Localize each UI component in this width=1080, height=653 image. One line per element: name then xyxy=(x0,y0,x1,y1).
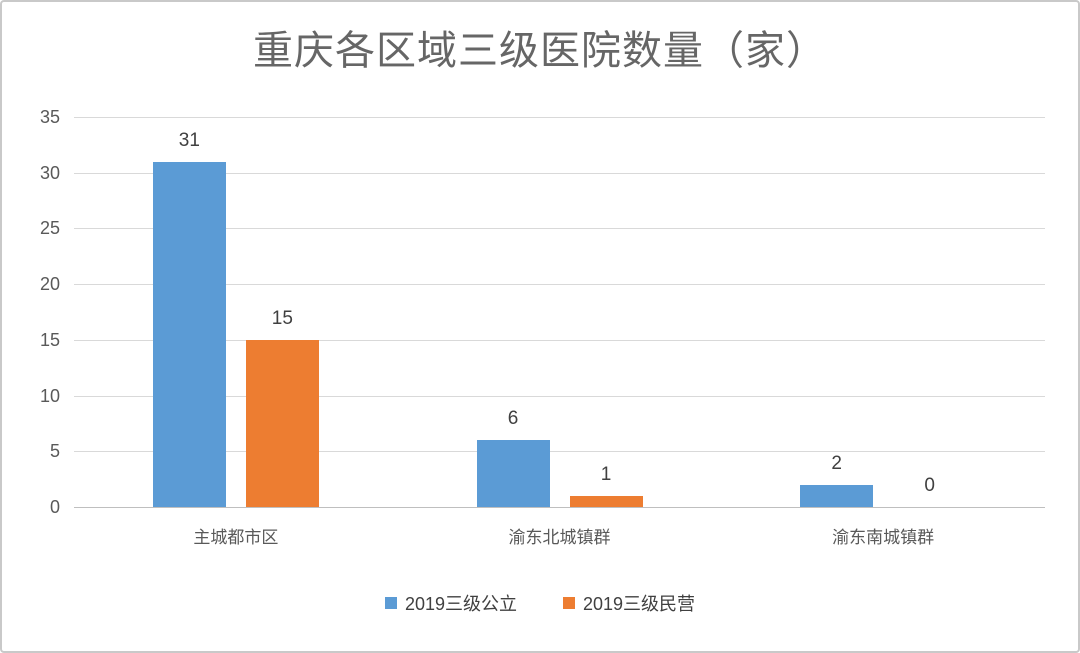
y-axis-tick-label: 0 xyxy=(49,497,60,517)
y-axis-tick-label: 10 xyxy=(39,385,60,406)
y-axis-tick-label: 35 xyxy=(39,107,60,127)
legend: 2019三级公立 2019三级民营 xyxy=(2,590,1078,616)
legend-item-series1: 2019三级公立 xyxy=(384,590,517,616)
bar-value-label: 6 xyxy=(507,408,519,430)
x-axis-category-label: 渝东北城镇群 xyxy=(508,528,611,547)
x-axis: 主城都市区 渝东北城镇群 渝东南城镇群 xyxy=(74,524,1045,554)
bar-series1-cat2 xyxy=(476,440,550,507)
bar-value-label: 0 xyxy=(924,475,935,496)
y-axis-tick-label: 30 xyxy=(39,162,60,183)
bar-series2-cat2 xyxy=(569,495,643,507)
gridline xyxy=(74,228,1045,230)
gridline xyxy=(74,117,1045,118)
bar-series1-cat1 xyxy=(152,161,226,507)
bar-series1-cat3 xyxy=(800,484,874,507)
y-axis-tick-label: 25 xyxy=(39,218,60,239)
y-axis-tick-label: 5 xyxy=(49,441,60,462)
gridline xyxy=(74,284,1045,286)
legend-swatch-icon xyxy=(563,597,575,609)
bar-series2-cat1 xyxy=(245,339,319,507)
bar-value-label: 2 xyxy=(831,452,842,474)
legend-series-label: 2019三级民营 xyxy=(583,594,696,614)
chart-title: 重庆各区域三级医院数量（家） xyxy=(253,29,827,73)
bar-value-label: 15 xyxy=(271,307,293,329)
gridline xyxy=(74,395,1045,397)
y-axis-tick-label: 20 xyxy=(39,274,60,295)
legend-item-series2: 2019三级民营 xyxy=(563,590,695,616)
x-axis-category-label: 渝东南城镇群 xyxy=(832,528,935,547)
bar-value-label: 31 xyxy=(178,129,200,151)
legend-series-label: 2019三级公立 xyxy=(404,594,517,614)
x-axis-line xyxy=(74,507,1045,508)
y-axis-tick-label: 15 xyxy=(39,329,60,350)
y-axis: 0 5 10 15 20 25 30 35 xyxy=(16,107,60,517)
gridline xyxy=(74,339,1045,341)
gridline xyxy=(74,451,1045,453)
legend-swatch-icon xyxy=(384,597,397,609)
x-axis-category-label: 主城都市区 xyxy=(193,528,279,547)
gridline xyxy=(74,172,1045,174)
bar-value-label: 1 xyxy=(600,463,612,485)
plot-area: 31 15 6 1 2 0 xyxy=(74,117,1045,508)
